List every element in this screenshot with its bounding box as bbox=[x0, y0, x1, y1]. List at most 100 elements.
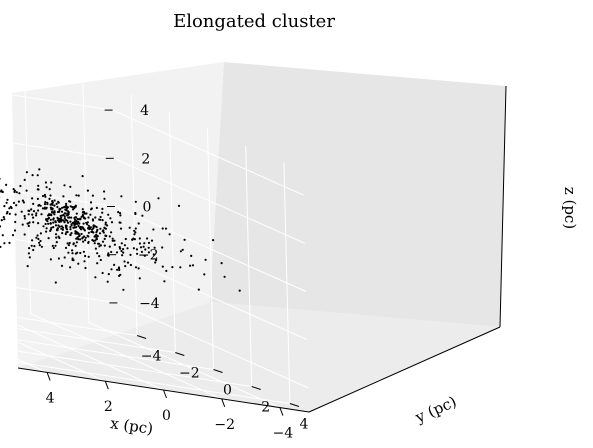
data-point bbox=[65, 247, 67, 249]
x-tick bbox=[164, 390, 167, 398]
data-point bbox=[18, 192, 20, 194]
data-point bbox=[49, 194, 51, 196]
data-point bbox=[75, 226, 77, 228]
data-point bbox=[125, 238, 127, 240]
data-point bbox=[163, 280, 165, 282]
z-tick-label: 0 bbox=[143, 200, 152, 216]
x-axis-label: x (pc) bbox=[109, 414, 154, 438]
data-point bbox=[122, 289, 124, 291]
data-point bbox=[122, 252, 124, 254]
data-point bbox=[31, 214, 33, 216]
data-point bbox=[127, 262, 129, 264]
data-point bbox=[102, 272, 104, 274]
data-point bbox=[45, 181, 47, 183]
data-point bbox=[45, 231, 47, 233]
data-point bbox=[29, 256, 31, 258]
data-point bbox=[88, 225, 90, 227]
data-point bbox=[80, 233, 82, 235]
data-point bbox=[50, 228, 52, 230]
data-point bbox=[44, 207, 46, 209]
data-point bbox=[58, 209, 60, 211]
data-point bbox=[198, 289, 200, 291]
data-point bbox=[81, 216, 83, 218]
data-point bbox=[71, 223, 73, 225]
data-point bbox=[96, 252, 98, 254]
data-point bbox=[55, 237, 57, 239]
data-point bbox=[88, 241, 90, 243]
data-point bbox=[119, 212, 121, 214]
data-point bbox=[38, 168, 40, 170]
data-point bbox=[58, 237, 60, 239]
data-point bbox=[72, 259, 74, 261]
data-point bbox=[71, 249, 73, 251]
data-point bbox=[78, 235, 80, 237]
data-point bbox=[98, 218, 100, 220]
data-point bbox=[9, 213, 11, 215]
data-point bbox=[224, 276, 226, 278]
data-point bbox=[77, 263, 79, 265]
data-point bbox=[27, 265, 29, 267]
data-point bbox=[33, 245, 35, 247]
data-point bbox=[53, 205, 55, 207]
data-point bbox=[70, 205, 72, 207]
data-point bbox=[148, 247, 150, 249]
data-point bbox=[24, 179, 26, 181]
data-point bbox=[66, 225, 68, 227]
data-point bbox=[24, 215, 26, 217]
data-point bbox=[120, 250, 122, 252]
data-point bbox=[124, 244, 126, 246]
data-point bbox=[67, 231, 69, 233]
data-point bbox=[190, 255, 192, 257]
data-point bbox=[67, 222, 69, 224]
data-point bbox=[77, 238, 79, 240]
data-point bbox=[24, 217, 26, 219]
data-point bbox=[135, 266, 137, 268]
data-point bbox=[47, 218, 49, 220]
x-tick bbox=[280, 408, 283, 416]
data-point bbox=[98, 255, 100, 257]
data-point bbox=[82, 208, 84, 210]
x-tick bbox=[222, 399, 225, 407]
data-point bbox=[75, 194, 77, 196]
data-point bbox=[64, 256, 66, 258]
data-point bbox=[103, 198, 105, 200]
data-point bbox=[117, 211, 119, 213]
data-point bbox=[22, 224, 24, 226]
data-point bbox=[69, 221, 71, 223]
data-point bbox=[50, 181, 52, 183]
data-point bbox=[0, 189, 2, 191]
data-point bbox=[37, 174, 39, 176]
data-point bbox=[1, 219, 3, 221]
data-point bbox=[72, 243, 74, 245]
data-point bbox=[69, 201, 71, 203]
data-point bbox=[48, 198, 50, 200]
data-point bbox=[70, 232, 72, 234]
data-point bbox=[70, 234, 72, 236]
data-point bbox=[97, 235, 99, 237]
data-point bbox=[63, 220, 65, 222]
data-point bbox=[16, 191, 18, 193]
data-point bbox=[41, 246, 43, 248]
data-point bbox=[40, 213, 42, 215]
data-point bbox=[52, 222, 54, 224]
data-point bbox=[84, 229, 86, 231]
data-point bbox=[110, 251, 112, 253]
data-point bbox=[46, 203, 48, 205]
data-point bbox=[68, 244, 70, 246]
data-point bbox=[0, 178, 1, 180]
data-point bbox=[212, 239, 214, 241]
y-tick-label: 4 bbox=[299, 417, 308, 433]
data-point bbox=[134, 213, 136, 215]
data-point bbox=[108, 273, 110, 275]
data-point bbox=[87, 235, 89, 237]
data-point bbox=[37, 198, 39, 200]
data-point bbox=[81, 237, 83, 239]
data-point bbox=[112, 240, 114, 242]
data-point bbox=[135, 201, 137, 203]
data-point bbox=[96, 207, 98, 209]
data-point bbox=[31, 197, 33, 199]
data-point bbox=[92, 195, 94, 197]
data-point bbox=[21, 211, 23, 213]
data-point bbox=[53, 247, 55, 249]
y-tick-label: 2 bbox=[261, 400, 270, 416]
